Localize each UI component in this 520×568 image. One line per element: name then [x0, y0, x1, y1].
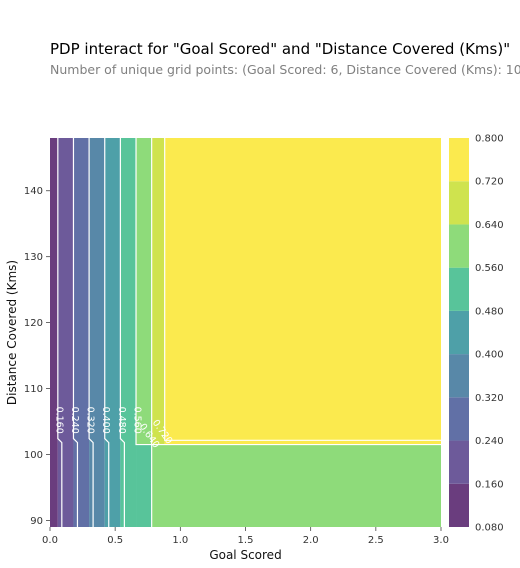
colorbar-tick-label: 0.080 [475, 523, 504, 534]
contour-region-3 [89, 138, 105, 527]
contour-line-5 [135, 138, 153, 527]
y-axis: 90 100 110 120 130 140 [24, 186, 50, 527]
contour-line-0 [57, 138, 63, 527]
contour-line-6 [151, 138, 441, 446]
contour-plot-area [50, 138, 441, 527]
colorbar-tick-label: 0.160 [475, 479, 504, 490]
contour-label: 0.320 [85, 407, 96, 434]
colorbar-band [449, 354, 469, 398]
contour-region-9 [151, 138, 165, 445]
x-axis-label: Goal Scored [209, 548, 281, 562]
contour-line-3 [104, 138, 110, 527]
contour-label: 0.240 [69, 407, 80, 434]
x-tick-label: 1.5 [238, 535, 254, 546]
x-tick-label: 2.5 [368, 535, 384, 546]
y-tick-label: 120 [24, 318, 43, 329]
contour-region-5 [120, 138, 137, 527]
contour-line-2 [88, 138, 94, 527]
contour-region-6 [136, 138, 152, 445]
x-tick-label: 2.0 [303, 535, 319, 546]
y-tick-label: 100 [24, 450, 43, 461]
colorbar-band [449, 181, 469, 225]
contour-region-2 [73, 138, 90, 527]
colorbar-tick-label: 0.480 [475, 306, 504, 317]
colorbar-tick-label: 0.720 [475, 177, 504, 188]
colorbar-band [449, 267, 469, 311]
colorbar-tick-label: 0.240 [475, 436, 504, 447]
colorbar-band [449, 138, 469, 182]
contour-region-0 [50, 138, 58, 527]
contour-region-4 [104, 138, 121, 527]
x-tick-label: 3.0 [433, 535, 449, 546]
colorbar-tick-label: 0.800 [475, 134, 504, 145]
colorbar-tick-label: 0.560 [475, 263, 504, 274]
x-tick-label: 0.5 [107, 535, 123, 546]
contour-region-7 [136, 444, 152, 527]
y-tick-label: 90 [30, 516, 43, 527]
contour-label: 0.480 [116, 407, 127, 434]
contour-label: 0.560 [132, 407, 143, 434]
colorbar-band [449, 224, 469, 268]
x-axis: 0.0 0.5 1.0 1.5 2.0 2.5 3.0 [42, 527, 449, 546]
x-tick-label: 1.0 [172, 535, 188, 546]
contour-line-4 [119, 138, 125, 527]
colorbar-tick-label: 0.320 [475, 393, 504, 404]
colorbar-band [449, 397, 469, 441]
contour-line-1 [72, 138, 79, 527]
colorbar-band [449, 483, 469, 527]
chart-title: PDP interact for "Goal Scored" and "Dist… [50, 40, 511, 58]
y-tick-label: 130 [24, 252, 43, 263]
contour-label: 0.400 [100, 407, 111, 434]
x-tick-label: 0.0 [42, 535, 58, 546]
chart-subtitle: Number of unique grid points: (Goal Scor… [50, 62, 520, 77]
contour-region-1 [57, 138, 74, 527]
contour-region-8 [151, 444, 441, 527]
y-axis-label: Distance Covered (Kms) [5, 260, 19, 405]
colorbar-band [449, 440, 469, 484]
contour-region-10 [164, 138, 441, 445]
contour-label: 0.160 [53, 407, 64, 434]
y-tick-label: 110 [24, 384, 43, 395]
colorbar-tick-label: 0.640 [475, 220, 504, 231]
colorbar-tick-label: 0.400 [475, 350, 504, 361]
contour-line-7 [164, 138, 441, 441]
y-tick-label: 140 [24, 186, 43, 197]
colorbar-band [449, 310, 469, 355]
colorbar: 0.080 0.160 0.240 0.320 0.400 0.480 0.560 0.640… [449, 134, 504, 534]
